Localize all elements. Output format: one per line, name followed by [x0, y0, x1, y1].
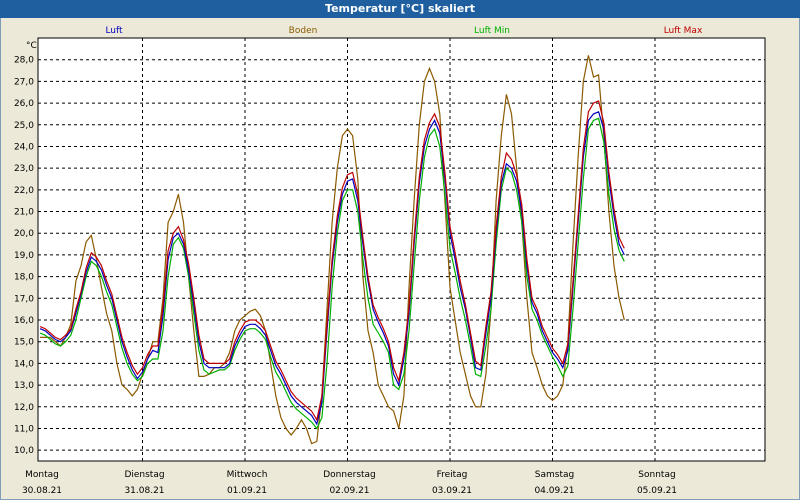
x-day-label: Sonntag [638, 470, 675, 480]
y-tick-label: 14,0 [14, 359, 34, 369]
y-tick-label: 27,0 [14, 77, 34, 87]
y-tick-label: 15,0 [14, 338, 34, 348]
x-day-label: Samstag [535, 470, 574, 480]
y-tick-label: 19,0 [14, 251, 34, 261]
series-line-boden [40, 55, 625, 445]
series-line-luft-min [39, 117, 625, 430]
x-date-label: 03.09.21 [432, 486, 472, 496]
series-lines [39, 55, 625, 445]
y-tick-label: 18,0 [14, 273, 34, 283]
legend: Luft Boden Luft Min Luft Max [105, 26, 703, 36]
x-date-label: 04.09.21 [534, 486, 574, 496]
y-tick-label: 22,0 [14, 186, 34, 196]
plot-area [37, 37, 766, 462]
x-tick-labels: Montag 30.08.21 Dienstag 31.08.21 Mittwoch 01… [22, 470, 677, 496]
chart-title: Temperatur [°C] skaliert [0, 0, 800, 18]
y-tick-label: 23,0 [14, 164, 34, 174]
legend-item: Boden [289, 26, 318, 36]
y-tick-label: 25,0 [14, 121, 34, 131]
y-tick-labels: 10,0 11,0 12,0 13,0 14,0 15,0 16,0 17,0 18,0 19,0… [14, 56, 34, 456]
y-tick-label: 28,0 [14, 56, 34, 66]
series-line-luft-max [39, 100, 625, 422]
x-day-label: Donnerstag [323, 470, 376, 480]
x-date-label: 31.08.21 [124, 486, 164, 496]
x-day-label: Freitag [437, 470, 468, 480]
y-axis-unit: °C [26, 41, 37, 51]
x-date-label: 02.09.21 [329, 486, 369, 496]
y-tick-label: 13,0 [14, 381, 34, 391]
y-tick-label: 12,0 [14, 403, 34, 413]
legend-item: Luft Max [664, 26, 703, 36]
x-day-label: Dienstag [124, 470, 164, 480]
y-tick-label: 10,0 [14, 446, 34, 456]
y-tick-label: 17,0 [14, 294, 34, 304]
x-date-label: 01.09.21 [227, 486, 267, 496]
y-tick-label: 20,0 [14, 229, 34, 239]
y-tick-label: 26,0 [14, 99, 34, 109]
y-tick-label: 21,0 [14, 208, 34, 218]
y-tick-label: 11,0 [14, 424, 34, 434]
grid-lines [38, 38, 765, 461]
legend-item: Luft [105, 26, 123, 36]
x-date-label: 05.09.21 [637, 486, 677, 496]
y-tick-label: 16,0 [14, 316, 34, 326]
y-tick-label: 24,0 [14, 142, 34, 152]
x-date-label: 30.08.21 [22, 486, 62, 496]
legend-item: Luft Min [474, 26, 510, 36]
x-day-label: Mittwoch [227, 470, 268, 480]
x-day-label: Montag [25, 470, 59, 480]
